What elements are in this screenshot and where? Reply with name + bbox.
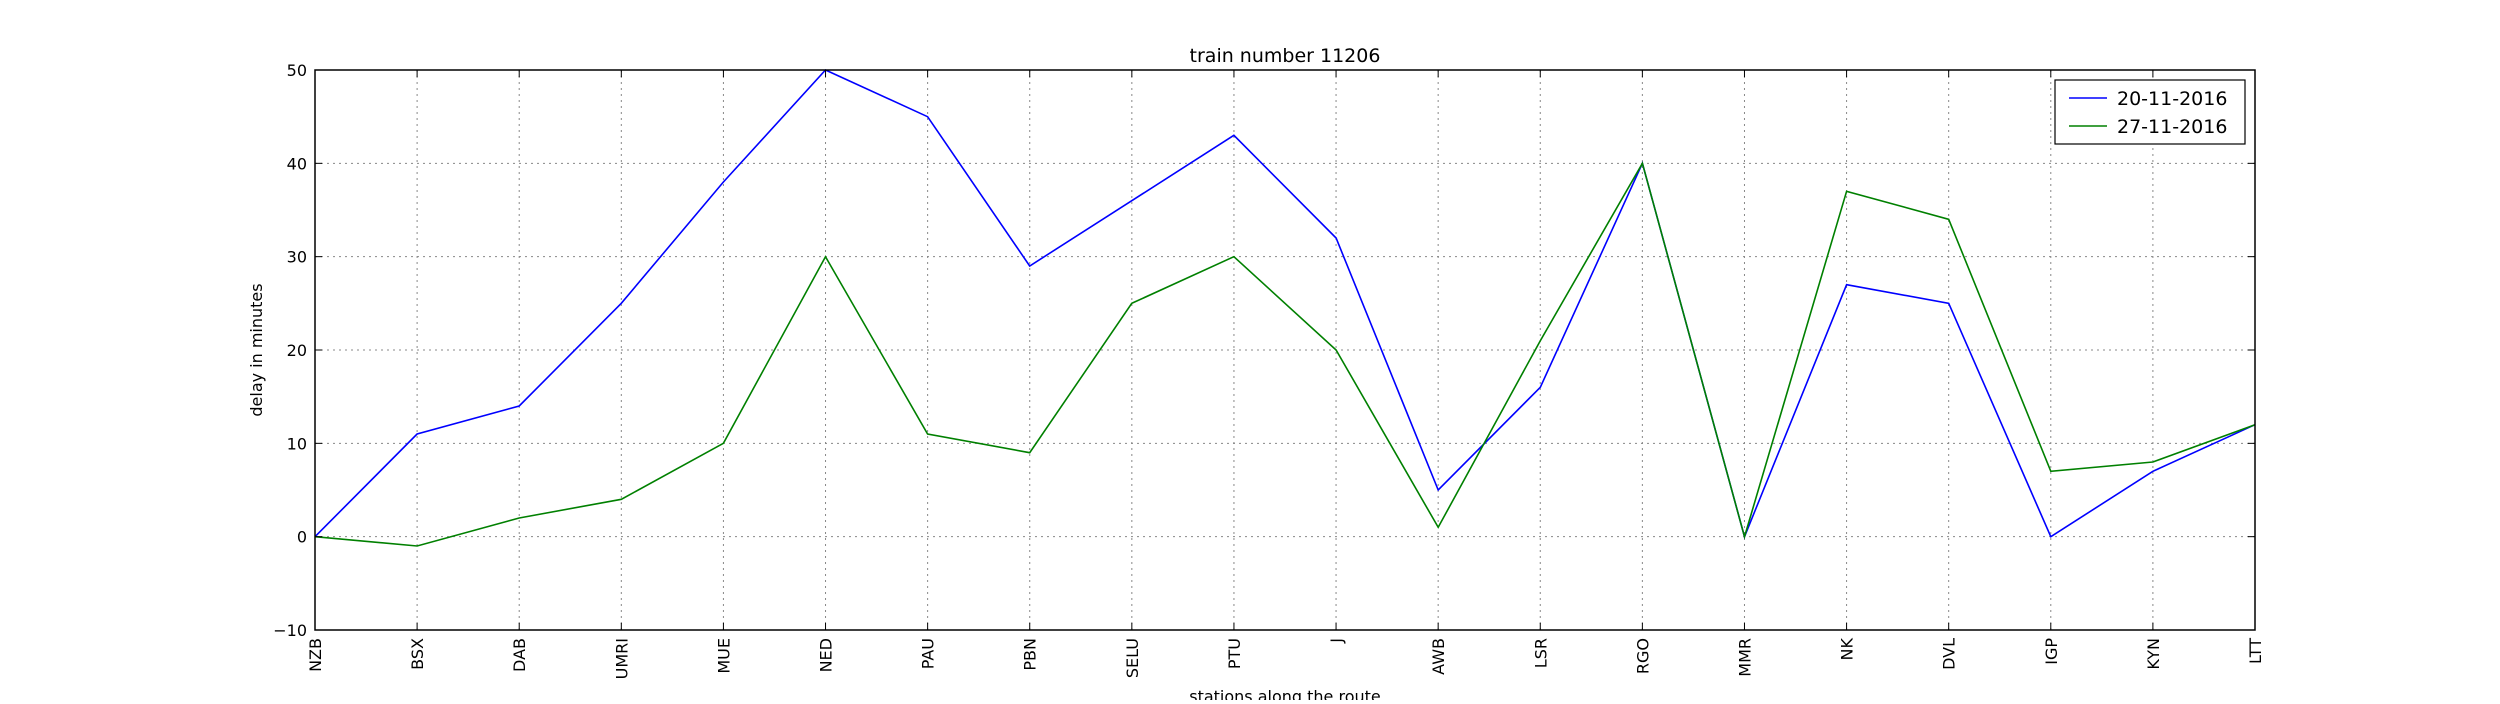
x-tick-label: AWB	[1429, 638, 1448, 675]
legend-label: 27-11-2016	[2117, 116, 2227, 138]
y-tick-label: −10	[273, 621, 307, 640]
x-tick-label: LTT	[2246, 638, 2265, 664]
x-tick-label: NED	[817, 638, 836, 672]
x-tick-label: PAU	[919, 638, 938, 669]
x-tick-label: IGP	[2042, 638, 2061, 665]
y-tick-label: 20	[287, 341, 307, 360]
x-axis-label: stations along the route	[1189, 687, 1381, 700]
series-line	[314, 69, 2256, 540]
x-tick-label: UMRI	[612, 638, 631, 679]
x-tick-label: RGO	[1633, 638, 1652, 674]
x-tick-label: NK	[1838, 638, 1857, 661]
x-tick-label: BSX	[408, 638, 427, 670]
series-lines	[314, 69, 2256, 547]
x-tick-label: DAB	[510, 638, 529, 672]
y-tick-label: 0	[297, 528, 307, 547]
x-tick-label: SELU	[1123, 638, 1142, 678]
x-tick-label: MUE	[714, 638, 733, 674]
chart-title: train number 11206	[1190, 45, 1381, 67]
x-tick-label: J	[1327, 638, 1346, 644]
legend-label: 20-11-2016	[2117, 88, 2227, 110]
x-tick-label: MMR	[1735, 638, 1754, 677]
x-tick-label: LSR	[1531, 638, 1550, 668]
x-tick-label: DVL	[1940, 638, 1959, 670]
y-tick-label: 10	[287, 434, 307, 453]
y-tick-label: 50	[287, 61, 307, 80]
x-tick-label: PBN	[1021, 638, 1040, 671]
axis-ticks: NZB BSX DAB UMRI MUE NED PAU PBN SELU PTU J AWB LSR R…	[273, 61, 2265, 679]
plot-frame	[314, 69, 2256, 631]
series-line	[314, 161, 2256, 547]
y-tick-label: 40	[287, 154, 307, 173]
x-tick-label: KYN	[2144, 638, 2163, 670]
x-tick-label: PTU	[1225, 638, 1244, 669]
y-axis-label: delay in minutes	[247, 283, 266, 416]
grid	[314, 69, 2256, 631]
legend-box	[2054, 79, 2246, 145]
x-tick-label: NZB	[306, 638, 325, 672]
legend: 20-11-2016 27-11-2016	[2054, 79, 2246, 145]
y-tick-label: 30	[287, 248, 307, 267]
